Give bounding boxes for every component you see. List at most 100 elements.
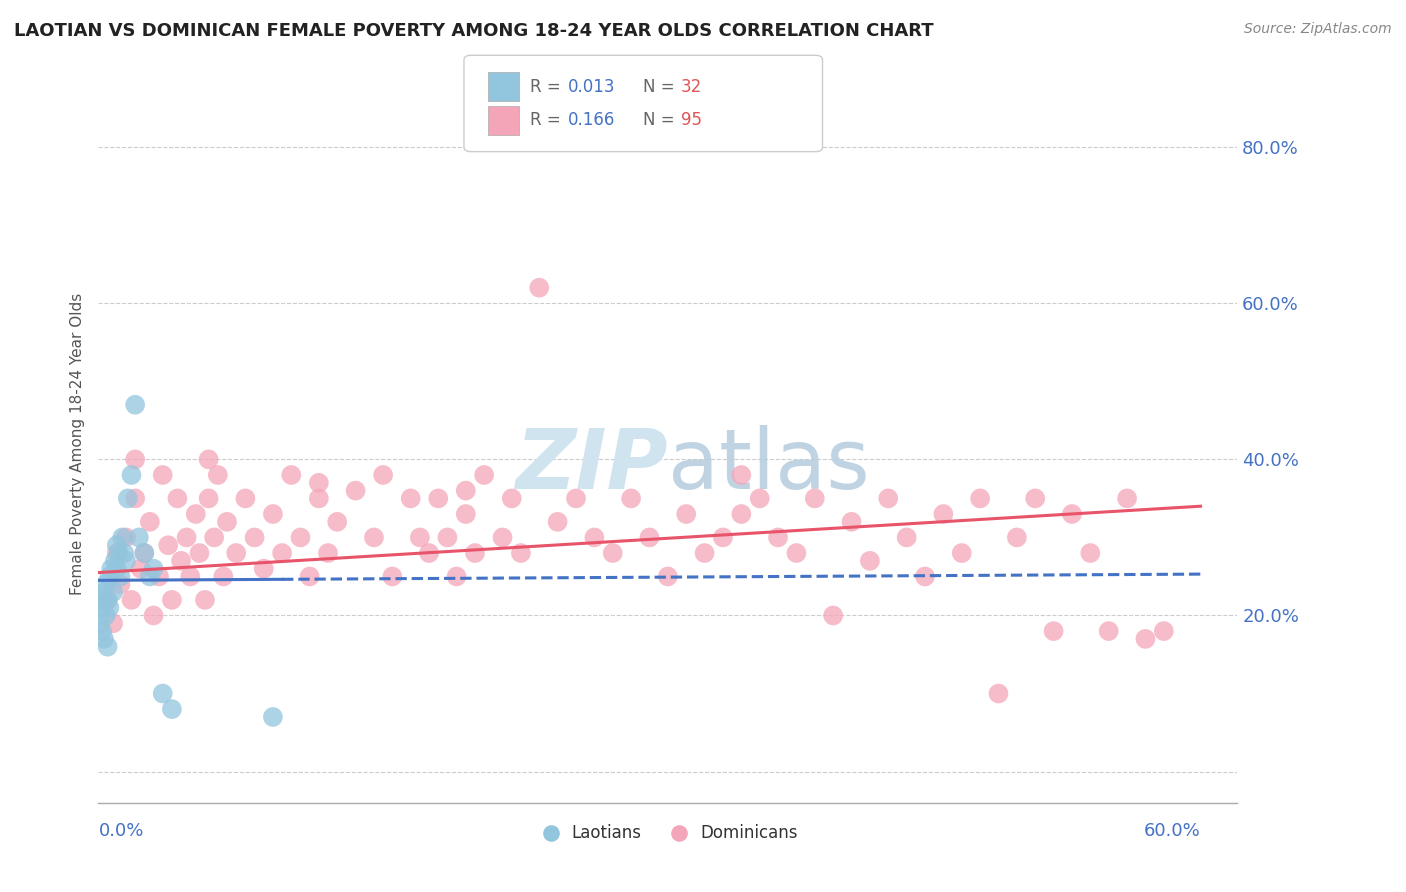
Point xyxy=(969,491,991,506)
Point xyxy=(454,483,477,498)
Point xyxy=(418,546,440,560)
Text: Source: ZipAtlas.com: Source: ZipAtlas.com xyxy=(1244,22,1392,37)
Text: R =: R = xyxy=(530,78,567,95)
Text: ZIP: ZIP xyxy=(515,425,668,506)
Text: 0.0%: 0.0% xyxy=(98,822,143,840)
Point xyxy=(202,530,225,544)
Point xyxy=(1024,491,1046,506)
Point xyxy=(675,507,697,521)
Text: 32: 32 xyxy=(681,78,702,95)
Point xyxy=(134,546,156,560)
Point xyxy=(152,687,174,701)
Point xyxy=(89,616,111,631)
Point xyxy=(94,608,117,623)
Point xyxy=(235,491,257,506)
Point xyxy=(262,507,284,521)
Y-axis label: Female Poverty Among 18-24 Year Olds: Female Poverty Among 18-24 Year Olds xyxy=(69,293,84,595)
Point xyxy=(262,710,284,724)
Point xyxy=(730,507,752,521)
Point xyxy=(101,616,124,631)
Point xyxy=(139,569,162,583)
Point xyxy=(1153,624,1175,639)
Point xyxy=(179,569,201,583)
Point xyxy=(1005,530,1028,544)
Point xyxy=(253,562,276,576)
Point xyxy=(987,687,1010,701)
Point xyxy=(115,530,138,544)
Point xyxy=(446,569,468,583)
Point xyxy=(823,608,845,623)
Point xyxy=(409,530,432,544)
Point xyxy=(117,491,139,506)
Point xyxy=(148,569,170,583)
Point xyxy=(97,592,120,607)
Point xyxy=(711,530,734,544)
Text: 0.166: 0.166 xyxy=(568,112,616,129)
Point xyxy=(344,483,367,498)
Point xyxy=(89,592,111,607)
Point xyxy=(436,530,458,544)
Point xyxy=(91,600,114,615)
Point xyxy=(243,530,266,544)
Text: LAOTIAN VS DOMINICAN FEMALE POVERTY AMONG 18-24 YEAR OLDS CORRELATION CHART: LAOTIAN VS DOMINICAN FEMALE POVERTY AMON… xyxy=(14,22,934,40)
Point xyxy=(115,554,138,568)
Point xyxy=(547,515,569,529)
Point xyxy=(207,467,229,482)
Point xyxy=(215,515,238,529)
Point xyxy=(529,281,551,295)
Point xyxy=(129,562,152,576)
Point xyxy=(124,452,146,467)
Text: 0.013: 0.013 xyxy=(568,78,616,95)
Point xyxy=(308,475,330,490)
Point xyxy=(93,585,115,599)
Point xyxy=(730,467,752,482)
Point xyxy=(877,491,900,506)
Point xyxy=(657,569,679,583)
Point xyxy=(804,491,827,506)
Point xyxy=(110,577,132,591)
Point xyxy=(464,546,486,560)
Point xyxy=(184,507,207,521)
Point xyxy=(583,530,606,544)
Point xyxy=(1116,491,1139,506)
Point xyxy=(128,530,150,544)
Text: atlas: atlas xyxy=(668,425,869,506)
Point xyxy=(914,569,936,583)
Point xyxy=(748,491,770,506)
Point xyxy=(859,554,882,568)
Point xyxy=(97,592,120,607)
Text: R =: R = xyxy=(530,112,567,129)
Point xyxy=(97,640,120,654)
Point xyxy=(290,530,312,544)
Text: 60.0%: 60.0% xyxy=(1144,822,1201,840)
Point xyxy=(104,554,127,568)
Point xyxy=(212,569,235,583)
Point xyxy=(139,515,162,529)
Point xyxy=(188,546,211,560)
Point xyxy=(1042,624,1064,639)
Point xyxy=(693,546,716,560)
Point xyxy=(101,585,124,599)
Point xyxy=(326,515,349,529)
Point xyxy=(785,546,807,560)
Point xyxy=(170,554,193,568)
Point xyxy=(134,546,156,560)
Point xyxy=(472,467,495,482)
Point xyxy=(166,491,188,506)
Point xyxy=(94,577,117,591)
Point xyxy=(399,491,422,506)
Point xyxy=(142,562,165,576)
Point xyxy=(142,608,165,623)
Point xyxy=(363,530,385,544)
Point xyxy=(896,530,918,544)
Point xyxy=(98,600,121,615)
Point xyxy=(111,530,134,544)
Point xyxy=(381,569,404,583)
Point xyxy=(565,491,588,506)
Point xyxy=(197,452,219,467)
Point xyxy=(427,491,450,506)
Point xyxy=(152,467,174,482)
Point xyxy=(105,538,128,552)
Point xyxy=(91,624,114,639)
Point xyxy=(841,515,863,529)
